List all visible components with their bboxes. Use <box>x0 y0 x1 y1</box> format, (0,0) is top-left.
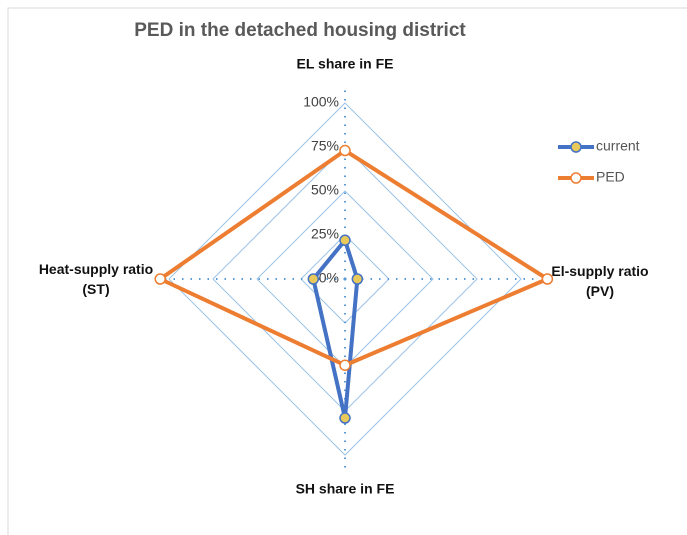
marker <box>339 412 351 424</box>
grid-ring <box>168 102 522 456</box>
category-label-line: Heat-supply ratio <box>39 261 153 277</box>
category-label: EL share in FE <box>297 56 394 72</box>
legend-label: current <box>596 138 640 154</box>
marker <box>351 273 364 285</box>
series-line <box>311 238 360 421</box>
category-label-line: (PV) <box>586 283 614 299</box>
category-label: Heat-supply ratio (ST) <box>39 261 153 297</box>
marker <box>541 273 554 285</box>
category-label-line: (ST) <box>82 281 109 297</box>
legend-label: PED <box>596 169 625 185</box>
marker <box>339 359 351 371</box>
category-label: SH share in FE <box>296 481 395 497</box>
marker <box>339 234 351 247</box>
r-tick-label: 0% <box>319 270 339 286</box>
marker <box>307 273 320 285</box>
r-tick-label: 50% <box>311 182 339 198</box>
marker <box>154 273 166 285</box>
category-label-line: El-supply ratio <box>551 263 648 279</box>
legend-marker <box>570 141 582 153</box>
category-label: El-supply ratio (PV) <box>551 263 648 299</box>
r-tick-label: 75% <box>311 138 339 154</box>
chart-title: PED in the detached housing district <box>134 20 466 41</box>
chart-frame <box>7 7 687 535</box>
legend-marker <box>570 172 582 184</box>
r-tick-label: 25% <box>311 226 339 242</box>
r-tick-label: 100% <box>303 94 339 110</box>
marker <box>339 144 351 157</box>
